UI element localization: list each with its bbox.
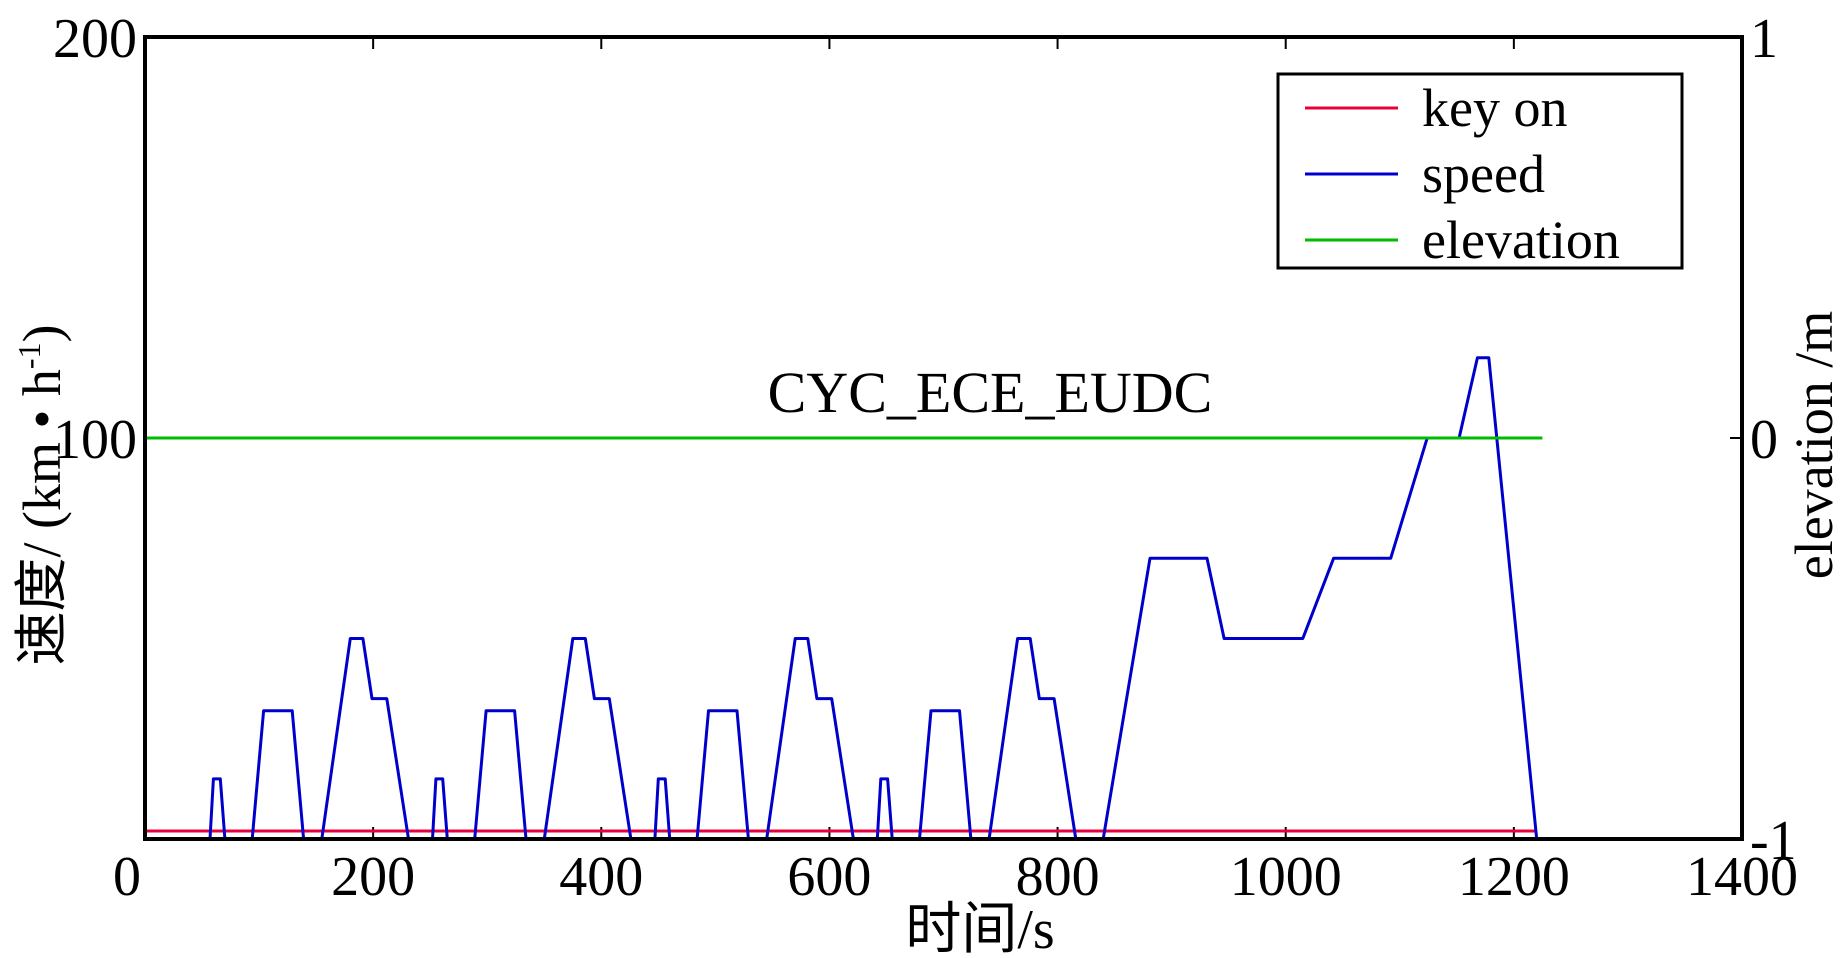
x-tick-label: 0 — [113, 846, 141, 908]
y-axis-label: 速度/ (km • h-1) — [11, 324, 72, 665]
chart-title: CYC_ECE_EUDC — [768, 360, 1213, 425]
y-tick-label: 100 — [53, 409, 137, 471]
x-tick-label: 200 — [331, 846, 415, 908]
legend-label: speed — [1422, 144, 1545, 204]
x-tick-label: 1000 — [1230, 846, 1342, 908]
x-tick-labels: 0 200 400 600 800 1000 1200 1400 — [113, 846, 1798, 908]
x-axis-label: 时间/s — [905, 899, 1054, 958]
legend-label: elevation — [1422, 210, 1620, 270]
y-tick-label: 200 — [53, 8, 137, 70]
x-tick-label: 1400 — [1686, 846, 1798, 908]
x-tick-label: 800 — [1016, 846, 1100, 908]
x-tick-label: 400 — [559, 846, 643, 908]
y2-tick-labels: -1 0 1 — [1750, 8, 1797, 872]
series-line-speed — [145, 356, 1543, 841]
x-tick-label: 600 — [787, 846, 871, 908]
plot-frame — [143, 35, 1744, 841]
y2-tick-label: -1 — [1750, 810, 1797, 872]
y2-tick-label: 1 — [1750, 8, 1778, 70]
y2-axis-label: elevation /m — [1784, 311, 1843, 579]
x-tick-label: 1200 — [1458, 846, 1570, 908]
legend-box — [1276, 72, 1684, 270]
plot-series — [145, 356, 1543, 841]
y-tick-labels: 100 200 — [53, 8, 137, 471]
y2-tick-label: 0 — [1750, 409, 1778, 471]
legend-label: key on — [1422, 78, 1567, 138]
